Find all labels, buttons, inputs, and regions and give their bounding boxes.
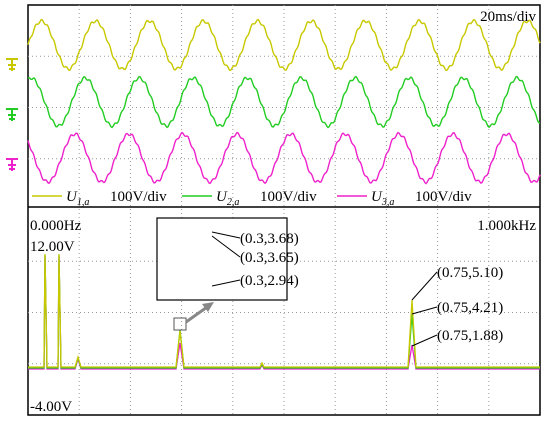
annotation: (0.75,5.10): [437, 265, 503, 281]
time-scale: 20ms/div: [480, 9, 536, 25]
spectrum-trace: [28, 254, 540, 369]
annotation: (0.3,2.94): [240, 273, 299, 289]
spectrum-start: 0.000Hz: [30, 218, 82, 234]
legend-scale: 100V/div: [110, 189, 167, 205]
spectrum-bottom: -4.00V: [30, 399, 72, 415]
annotation: (0.75,4.21): [437, 300, 503, 316]
waveform: [27, 75, 541, 129]
annotation-arrow: [211, 279, 241, 287]
waveform: [27, 18, 541, 72]
ground-marker: [6, 108, 18, 121]
legend-symbol: U: [66, 189, 78, 205]
legend-label: U1,a: [66, 189, 89, 208]
annotation-arrow: [211, 231, 241, 239]
zoom-arrow-head: [202, 302, 214, 312]
spectrum-trace: [28, 255, 540, 370]
legend-scale: 100V/div: [415, 189, 472, 205]
zoom-marker: [173, 317, 187, 331]
legend-symbol: U: [371, 189, 383, 205]
legend-label: U3,a: [371, 189, 394, 208]
annotation-arrow: [411, 271, 438, 301]
spectrum-end: 1.000kHz: [477, 218, 536, 234]
annotation-arrow: [211, 235, 241, 258]
annotation: (0.75,1.88): [437, 328, 503, 344]
annotation-arrow: [411, 334, 438, 347]
waveforms: [6, 18, 541, 185]
waveform: [27, 131, 541, 185]
legend-symbol: U: [216, 189, 228, 205]
zoom-box: [156, 217, 288, 301]
legend-label: U2,a: [216, 189, 239, 208]
spectrum-top: 12.00V: [30, 239, 75, 255]
grid: [28, 5, 540, 415]
annotation: (0.3,3.68): [240, 231, 299, 247]
legend-subscript: 1,a: [77, 197, 90, 208]
annotation: (0.3,3.65): [240, 250, 299, 266]
legend-scale: 100V/div: [260, 189, 317, 205]
ground-marker: [6, 158, 18, 171]
legend-subscript: 2,a: [227, 197, 240, 208]
legend: U1,a 100V/div U2,a 100V/div U3,a 100V/div: [32, 189, 472, 208]
spectrum-trace: [28, 253, 540, 368]
annotation-arrow: [411, 306, 438, 315]
legend-subscript: 3,a: [381, 197, 395, 208]
annotations: (0.3,3.68) (0.3,3.65) (0.3,2.94) (0.75,5.10…: [211, 231, 503, 347]
ground-marker: [6, 58, 18, 71]
